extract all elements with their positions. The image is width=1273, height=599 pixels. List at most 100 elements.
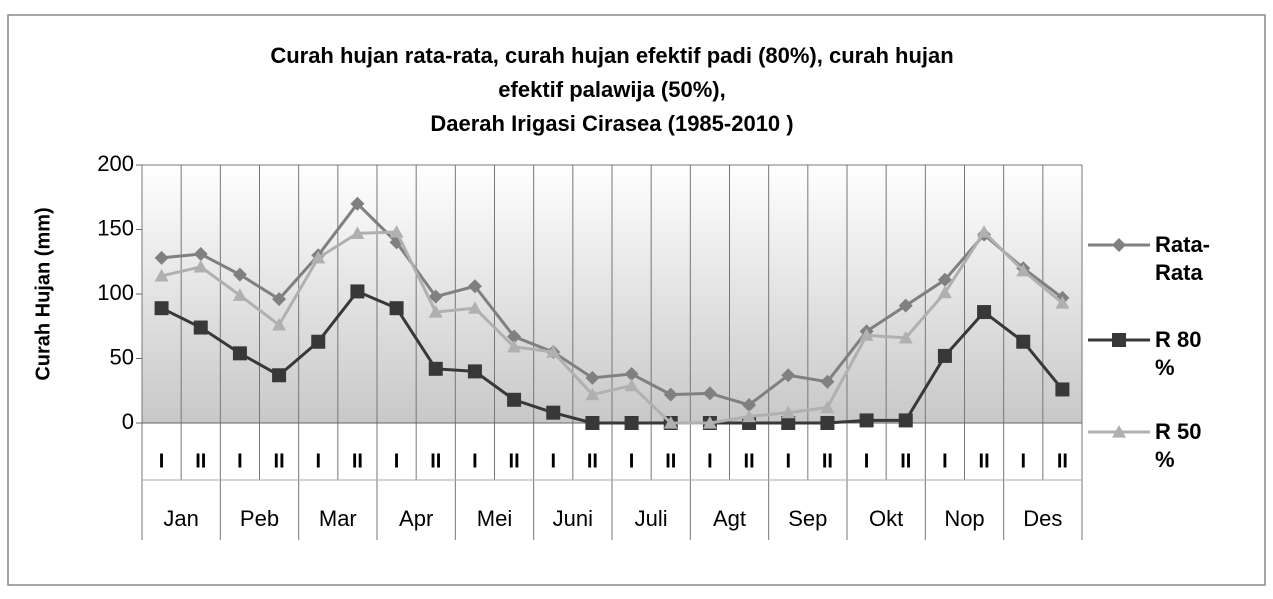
x-group-label: Des [1023,506,1062,531]
series-line [161,229,1064,425]
marker [272,292,287,307]
marker [467,279,482,294]
x-tick-label: I [472,450,478,472]
marker [937,348,952,363]
marker [702,416,717,429]
chart-title: Daerah Irigasi Cirasea (1985-2010 ) [430,111,793,136]
marker [232,346,247,361]
x-tick-label: I [315,450,321,472]
marker [1016,334,1031,349]
marker [428,289,443,304]
marker [781,405,796,419]
marker [311,334,326,349]
y-tick-label: 150 [97,215,134,240]
marker [1112,425,1126,438]
marker [193,259,208,273]
marker [977,225,992,238]
x-tick-label: II [744,450,755,472]
marker [820,416,835,430]
marker [154,301,169,316]
marker [663,416,678,429]
marker [232,288,247,301]
x-tick-label: I [159,450,165,472]
x-tick-label: I [629,450,635,472]
x-group-label: Peb [240,506,279,531]
marker [193,320,208,335]
marker [428,305,443,318]
marker [546,345,561,358]
x-tick-label: II [352,450,363,472]
marker [428,361,443,376]
x-tick-label: II [900,450,911,472]
x-tick-label: II [274,450,285,472]
marker [507,392,522,407]
marker [389,301,404,316]
marker [624,366,639,381]
y-tick-label: 100 [97,280,134,305]
x-tick-label: II [587,450,598,472]
x-group-label: Sep [788,506,827,531]
marker [154,250,169,265]
x-tick-label: II [1057,450,1068,472]
y-tick-label: 0 [122,409,134,434]
y-axis-label: Curah Hujan (mm) [32,207,54,380]
marker [389,225,404,238]
x-group-label: Jan [163,506,198,531]
series-line [161,201,1064,407]
marker [977,305,992,320]
marker [350,284,365,299]
chart-title: Curah hujan rata-rata, curah hujan efekt… [270,43,953,68]
marker [1112,333,1126,347]
marker [859,413,874,428]
x-group-label: Apr [399,506,433,531]
marker [820,374,835,389]
marker [663,387,678,402]
marker [507,329,522,344]
x-tick-label: I [1020,450,1026,472]
marker [937,272,952,287]
marker [937,285,952,299]
x-group-label: Mar [319,506,357,531]
x-tick-label: I [942,450,948,472]
marker [781,368,796,383]
marker [624,416,639,430]
x-group-label: Juni [553,506,593,531]
marker [232,267,247,282]
x-tick-label: I [864,450,870,472]
marker [585,416,600,430]
marker [702,386,717,401]
chart-title: efektif palawija (50%), [498,77,725,102]
legend-label: Rata-Rata [1155,232,1211,285]
marker [350,226,365,239]
legend-label: R 80 % [1155,327,1202,380]
marker [467,301,482,314]
x-group-label: Nop [944,506,984,531]
marker [1055,382,1070,397]
x-tick-label: I [237,450,243,472]
x-tick-label: II [979,450,990,472]
x-tick-label: I [707,450,713,472]
marker [546,405,561,420]
marker [585,370,600,385]
marker [820,400,835,414]
marker [781,416,796,430]
x-tick-label: II [195,450,206,472]
x-group-label: Juli [635,506,668,531]
marker [859,328,874,341]
x-tick-label: II [665,450,676,472]
marker [898,413,913,428]
marker [467,364,482,379]
marker [193,247,208,262]
marker [154,268,169,282]
x-tick-label: I [394,450,400,472]
y-tick-label: 200 [97,151,134,176]
x-tick-label: II [822,450,833,472]
marker [507,339,522,353]
x-group-label: Mei [477,506,512,531]
y-tick-label: 50 [110,344,134,369]
marker [272,317,287,331]
marker [1112,238,1126,252]
x-group-label: Agt [713,506,746,531]
x-tick-label: I [550,450,556,472]
